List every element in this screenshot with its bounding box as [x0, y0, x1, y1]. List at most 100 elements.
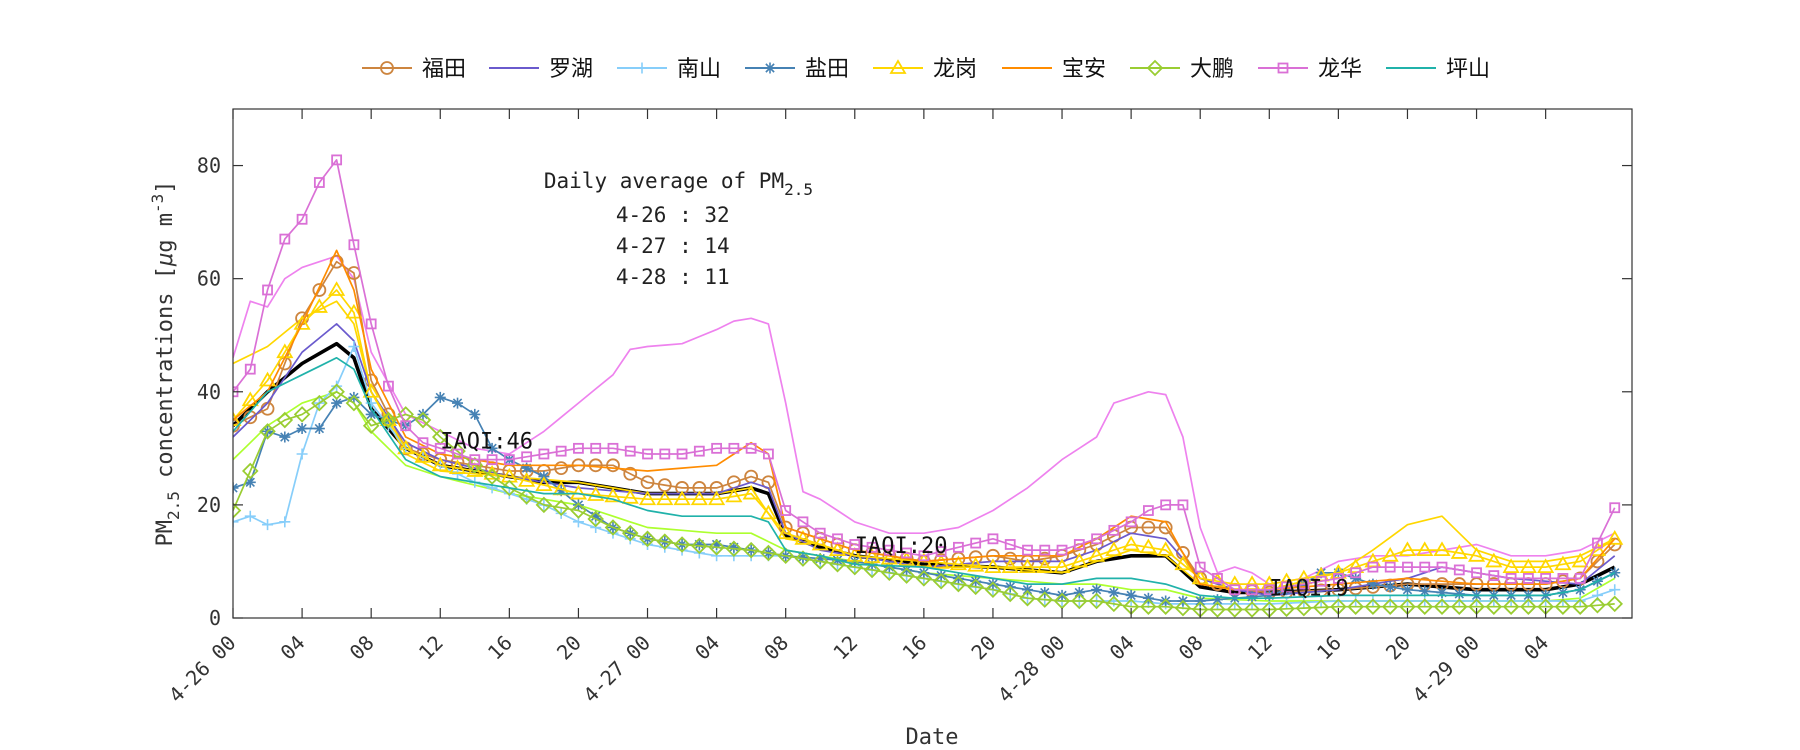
data-point: [953, 541, 964, 553]
data-point: [1281, 584, 1293, 596]
data-point: [642, 448, 653, 460]
data-point: [1488, 570, 1500, 581]
data-point: [952, 572, 964, 584]
data-point: [1554, 598, 1572, 615]
data-point: [1263, 589, 1275, 601]
data-point: [1332, 595, 1344, 607]
data-point: [777, 547, 794, 565]
data-point: [623, 466, 638, 481]
data-point: [535, 496, 553, 514]
x-tick-label: 04: [276, 631, 310, 665]
data-point: [1141, 520, 1156, 535]
data-point: [259, 423, 276, 440]
data-point: [1416, 598, 1434, 615]
legend-label: 大鹏: [1190, 57, 1234, 82]
data-point: [725, 540, 743, 557]
data-point: [621, 524, 639, 542]
series-extra-9: [233, 255, 1616, 585]
data-point: [569, 484, 587, 500]
data-point: [1350, 595, 1362, 607]
data-point: [1160, 499, 1172, 511]
data-point: [1571, 598, 1589, 615]
y-axis-title-part: concentrations [: [153, 266, 178, 491]
x-tick-label: 20: [1381, 631, 1415, 665]
data-point: [901, 547, 912, 559]
data-point: [656, 533, 674, 550]
data-point: [1606, 595, 1624, 613]
data-point: [1450, 544, 1468, 559]
legend-label: 坪山: [1446, 57, 1490, 82]
data-point: [1419, 585, 1431, 597]
x-tick-label: 08: [345, 631, 379, 665]
data-point: [1194, 595, 1206, 607]
data-point: [1332, 573, 1344, 584]
data-point: [742, 541, 760, 559]
y-axis-title-part: μ: [153, 253, 178, 267]
data-point: [987, 533, 999, 545]
data-point: [555, 507, 567, 519]
data-point: [1108, 524, 1120, 536]
data-point: [811, 553, 829, 570]
data-point: [521, 451, 533, 463]
data-point: [967, 578, 984, 596]
data-point: [1367, 595, 1379, 607]
data-point: [328, 383, 345, 401]
data-point: [690, 490, 708, 506]
data-point: [1384, 581, 1396, 593]
data-point: [1433, 598, 1451, 615]
y-tick-label: 60: [197, 267, 221, 291]
data-point: [503, 488, 515, 500]
data-point: [348, 239, 360, 251]
data-point: [987, 578, 999, 590]
data-point: [901, 564, 913, 576]
data-point: [693, 445, 705, 457]
data-point: [1295, 599, 1313, 617]
data-point: [1574, 573, 1586, 584]
data-point: [932, 572, 950, 590]
data-point: [1022, 544, 1033, 556]
x-tick-label: 12: [828, 631, 862, 665]
legend: 福田 罗湖 南山 盐田 龙岗 宝安 大鹏 龙华 坪山: [362, 57, 1490, 82]
legend-marker: [636, 62, 648, 74]
x-tick-label: 4-27 00: [578, 631, 655, 708]
y-axis-title-part: ]: [153, 180, 178, 193]
data-point: [1502, 558, 1520, 573]
data-point: [1571, 552, 1589, 568]
data-point: [469, 454, 481, 466]
data-point: [691, 537, 708, 555]
legend-item-坪山: 坪山: [1386, 57, 1490, 82]
data-point: [1540, 573, 1552, 584]
legend-marker: [889, 59, 907, 74]
data-point: [1003, 551, 1018, 566]
x-axis-title: Date: [906, 725, 959, 750]
series-line: [233, 356, 1616, 600]
series-坪山: [233, 356, 1616, 600]
legend-label: 罗湖: [549, 57, 593, 82]
data-point: [279, 516, 291, 528]
data-point: [1419, 561, 1431, 573]
data-point: [1073, 587, 1085, 599]
legend-item-宝安: 宝安: [1002, 57, 1106, 82]
data-point: [1416, 541, 1434, 557]
data-point: [400, 420, 412, 432]
data-point: [898, 567, 915, 584]
data-point: [832, 533, 843, 545]
data-point: [1398, 541, 1417, 557]
data-point: [244, 510, 256, 522]
legend-item-龙华: 龙华: [1258, 57, 1362, 82]
data-point: [932, 554, 950, 569]
data-point: [452, 397, 464, 409]
data-point: [1574, 595, 1586, 607]
data-point: [1433, 541, 1451, 557]
data-point: [676, 448, 688, 460]
data-point: [745, 442, 757, 454]
data-point: [258, 371, 277, 387]
data-point: [348, 391, 360, 403]
data-point: [434, 391, 446, 403]
data-point: [1263, 584, 1275, 596]
data-point: [1036, 558, 1054, 573]
data-point: [1160, 595, 1172, 607]
data-point: [1315, 567, 1327, 579]
data-point: [1350, 567, 1362, 579]
data-point: [1315, 575, 1327, 587]
